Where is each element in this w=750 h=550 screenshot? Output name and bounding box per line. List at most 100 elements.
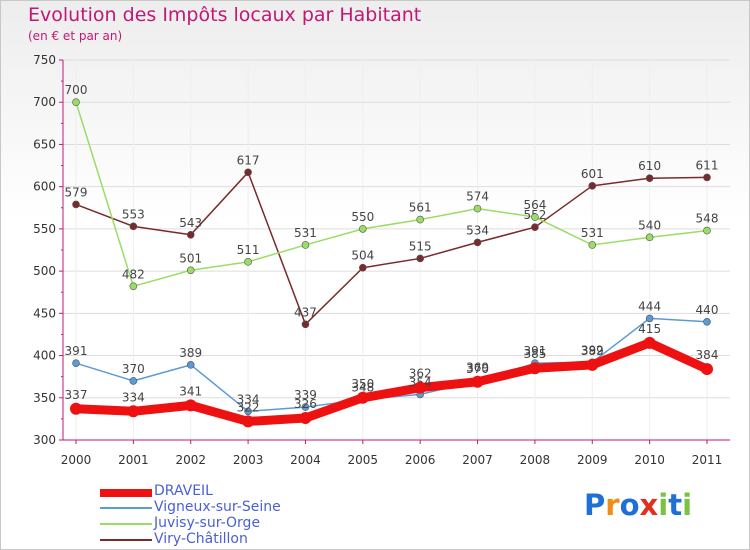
data-point bbox=[244, 407, 252, 416]
data-point bbox=[645, 314, 654, 323]
data-point bbox=[703, 226, 711, 235]
data-label: 515 bbox=[409, 239, 432, 253]
data-point bbox=[643, 336, 656, 349]
data-point bbox=[586, 358, 599, 371]
legend-label-vigneux: Vigneux-sur-Seine bbox=[154, 499, 281, 515]
x-tick-label: 2003 bbox=[233, 453, 264, 467]
data-label: 548 bbox=[696, 212, 719, 226]
data-point bbox=[72, 98, 80, 107]
x-tick-label: 2008 bbox=[520, 453, 551, 467]
chart-subtitle: (en € et par an) bbox=[28, 29, 123, 43]
logo-letter: o bbox=[619, 488, 640, 522]
data-point bbox=[701, 363, 713, 376]
data-point bbox=[244, 168, 252, 177]
data-label: 385 bbox=[523, 347, 546, 361]
data-label: 370 bbox=[122, 362, 145, 376]
x-tick-label: 2002 bbox=[175, 453, 206, 467]
data-point bbox=[703, 173, 711, 182]
x-tick-label: 2005 bbox=[348, 453, 379, 467]
logo-letter: r bbox=[605, 488, 620, 522]
x-tick-label: 2007 bbox=[462, 453, 493, 467]
series-line-juvisy-sur-orge bbox=[75, 101, 708, 288]
data-point bbox=[301, 403, 310, 411]
data-point bbox=[588, 241, 597, 249]
data-point bbox=[70, 402, 82, 415]
data-label: 610 bbox=[638, 159, 661, 173]
data-label: 370 bbox=[466, 362, 489, 376]
data-point bbox=[414, 381, 427, 394]
legend-swatch-juvisy bbox=[100, 523, 152, 525]
data-point bbox=[588, 182, 597, 190]
data-point bbox=[72, 200, 80, 209]
logo-letter: P bbox=[584, 488, 606, 522]
x-tick-label: 2001 bbox=[118, 453, 149, 467]
data-point bbox=[531, 213, 539, 221]
data-point bbox=[528, 362, 541, 375]
data-label: 326 bbox=[294, 397, 317, 411]
data-label: 550 bbox=[351, 210, 374, 224]
data-point bbox=[72, 359, 80, 367]
data-label: 504 bbox=[351, 249, 374, 263]
data-label: 574 bbox=[466, 190, 489, 204]
proxiti-logo: Proxiti bbox=[584, 488, 692, 522]
logo-letter: x bbox=[639, 488, 659, 522]
x-tick-label: 2009 bbox=[577, 453, 608, 467]
data-label: 350 bbox=[351, 377, 374, 391]
data-label: 531 bbox=[581, 226, 604, 240]
data-label: 415 bbox=[638, 322, 661, 336]
data-label: 341 bbox=[179, 384, 202, 398]
data-point bbox=[416, 215, 424, 224]
data-label: 334 bbox=[237, 392, 260, 406]
data-label: 437 bbox=[294, 305, 317, 319]
data-label: 561 bbox=[409, 201, 432, 215]
data-point bbox=[244, 258, 252, 266]
data-label: 391 bbox=[65, 344, 88, 358]
data-label: 391 bbox=[523, 344, 546, 358]
data-label: 339 bbox=[294, 388, 317, 402]
legend-label-viry: Viry-Châtillon bbox=[154, 531, 248, 547]
data-label: 362 bbox=[409, 367, 432, 381]
y-tick-label: 450 bbox=[33, 306, 56, 320]
y-tick-label: 400 bbox=[33, 349, 56, 363]
data-point bbox=[645, 174, 654, 183]
logo-letter: i bbox=[682, 488, 693, 522]
data-label: 482 bbox=[122, 267, 145, 281]
x-tick-label: 2011 bbox=[692, 453, 723, 467]
y-tick-label: 300 bbox=[33, 433, 56, 447]
y-tick-label: 550 bbox=[33, 222, 56, 236]
logo-letter: i bbox=[658, 488, 669, 522]
data-label: 440 bbox=[696, 303, 719, 317]
data-label: 322 bbox=[237, 400, 260, 414]
y-tick-label: 750 bbox=[33, 53, 56, 67]
data-label: 384 bbox=[696, 348, 719, 362]
data-label: 617 bbox=[237, 153, 260, 167]
x-tick-label: 2010 bbox=[634, 453, 665, 467]
data-point bbox=[129, 222, 138, 231]
data-point bbox=[356, 391, 369, 404]
data-label: 369 bbox=[466, 361, 489, 375]
data-point bbox=[471, 375, 484, 388]
data-label: 540 bbox=[638, 218, 661, 232]
data-point bbox=[129, 282, 138, 291]
legend-swatch-viry bbox=[100, 539, 152, 541]
y-tick-label: 500 bbox=[33, 264, 56, 278]
data-label: 700 bbox=[65, 83, 88, 97]
x-tick-label: 2000 bbox=[61, 453, 92, 467]
data-label: 553 bbox=[122, 207, 145, 221]
data-point bbox=[186, 361, 195, 369]
data-label: 564 bbox=[523, 198, 546, 212]
data-point bbox=[416, 254, 424, 263]
data-label: 334 bbox=[122, 390, 145, 404]
data-point bbox=[301, 241, 310, 249]
data-point bbox=[473, 238, 482, 247]
y-tick-label: 700 bbox=[33, 95, 56, 109]
data-label: 392 bbox=[581, 343, 604, 357]
data-point bbox=[127, 405, 140, 418]
data-label: 501 bbox=[179, 251, 202, 265]
legend-swatch-draveil bbox=[100, 489, 152, 497]
legend-swatch-vigneux bbox=[100, 507, 152, 509]
chart-title: Evolution des Impôts locaux par Habitant bbox=[28, 4, 422, 26]
legend-label-draveil: DRAVEIL bbox=[154, 483, 213, 499]
data-point bbox=[186, 231, 195, 239]
data-point bbox=[531, 223, 539, 231]
